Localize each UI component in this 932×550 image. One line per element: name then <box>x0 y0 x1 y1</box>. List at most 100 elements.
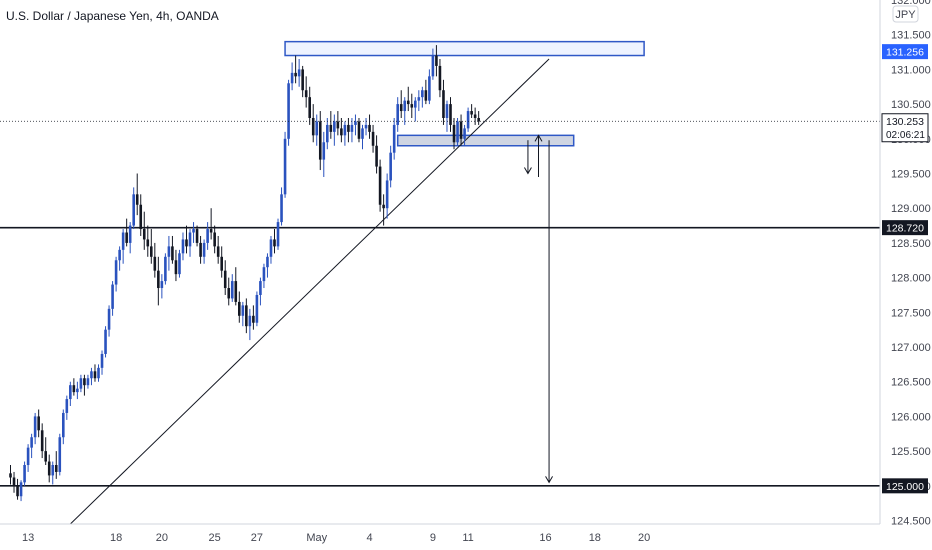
candle-body <box>333 121 336 132</box>
candle-body <box>86 378 90 386</box>
candle-body <box>111 284 114 309</box>
x-tick-label: 16 <box>539 532 551 544</box>
candle <box>449 97 452 132</box>
candle-body <box>192 229 195 233</box>
candle <box>146 225 150 257</box>
candle-body <box>385 180 389 209</box>
candle-body <box>90 371 93 379</box>
candle-body <box>153 256 157 271</box>
candle-body <box>287 83 290 139</box>
candle <box>340 117 343 143</box>
x-tick-label: 4 <box>366 532 372 544</box>
candle <box>414 97 417 122</box>
candle <box>399 90 403 118</box>
candle <box>86 374 90 389</box>
y-tick-label: 125.500 <box>891 446 931 458</box>
trendline[interactable] <box>69 58 550 525</box>
candle <box>202 239 206 264</box>
candle <box>343 121 347 146</box>
candle-body <box>414 100 417 108</box>
candle-body <box>343 124 347 136</box>
candle <box>336 111 340 136</box>
candles-layer <box>9 45 480 502</box>
candle <box>174 249 178 282</box>
candle <box>421 86 424 108</box>
currency-badge[interactable] <box>892 5 919 23</box>
candle <box>262 263 266 289</box>
candle-body <box>227 288 231 299</box>
candle <box>51 461 55 485</box>
candle <box>354 114 357 136</box>
arrow-0[interactable] <box>524 140 532 175</box>
candle-body <box>280 194 283 223</box>
zones-layer <box>284 40 645 147</box>
currency-label: JPY <box>895 9 916 21</box>
candle <box>185 225 188 254</box>
candle <box>209 208 213 240</box>
candle-body <box>361 128 364 139</box>
candle-body <box>259 281 262 295</box>
candle-body <box>51 465 55 476</box>
candle-body <box>318 121 322 160</box>
candle-body <box>442 90 445 118</box>
resistance-zone[interactable] <box>284 40 645 57</box>
candle-body <box>76 388 79 393</box>
candle-body <box>97 367 100 379</box>
candle <box>382 194 385 226</box>
candle <box>164 253 167 285</box>
candle-body <box>431 55 435 77</box>
candle <box>445 100 449 132</box>
candle-body <box>213 232 216 247</box>
candle <box>375 135 378 174</box>
candle <box>428 69 431 105</box>
candle-body <box>406 100 410 105</box>
chart-title: U.S. Dollar / Japanese Yen, 4h, OANDA <box>6 9 219 23</box>
candle <box>142 211 146 250</box>
candle <box>252 305 255 330</box>
candle <box>206 222 209 250</box>
candle-body <box>329 124 333 132</box>
candle <box>72 378 76 396</box>
candle <box>435 45 438 77</box>
candle-body <box>304 90 308 98</box>
candle-body <box>276 222 280 247</box>
candle-body <box>308 97 311 118</box>
candle-body <box>389 152 392 181</box>
candle <box>79 374 83 393</box>
price-tags: 131.256 128.720 125.000 130.253 02:06:21 <box>881 44 929 494</box>
candle-body <box>30 437 33 448</box>
candle-body <box>12 477 16 486</box>
candle-body <box>273 239 276 247</box>
candle-body <box>403 100 407 112</box>
candle <box>442 79 445 125</box>
candle-body <box>266 256 269 268</box>
support-zone[interactable] <box>396 134 575 147</box>
candle <box>283 131 287 198</box>
candle-body <box>26 447 30 466</box>
candle <box>199 235 202 264</box>
arrow-2[interactable] <box>545 140 553 484</box>
candle <box>364 117 368 136</box>
candle <box>248 308 252 341</box>
candle-body <box>410 104 414 108</box>
candle <box>294 55 297 84</box>
candle <box>357 117 361 143</box>
candle <box>47 454 51 483</box>
x-tick-label: 25 <box>209 532 221 544</box>
candle-body <box>364 124 368 129</box>
candle-body <box>195 229 199 243</box>
candle <box>245 298 248 334</box>
candle <box>269 235 273 264</box>
candle <box>385 173 389 219</box>
candle <box>30 433 33 459</box>
candle <box>301 65 304 98</box>
candle <box>234 267 238 306</box>
candle <box>107 305 111 337</box>
arrow-1[interactable] <box>534 134 543 177</box>
candle-body <box>466 111 470 129</box>
candle-body <box>347 124 350 132</box>
candle <box>104 326 107 358</box>
candle <box>223 260 227 295</box>
candle-body <box>100 353 104 368</box>
